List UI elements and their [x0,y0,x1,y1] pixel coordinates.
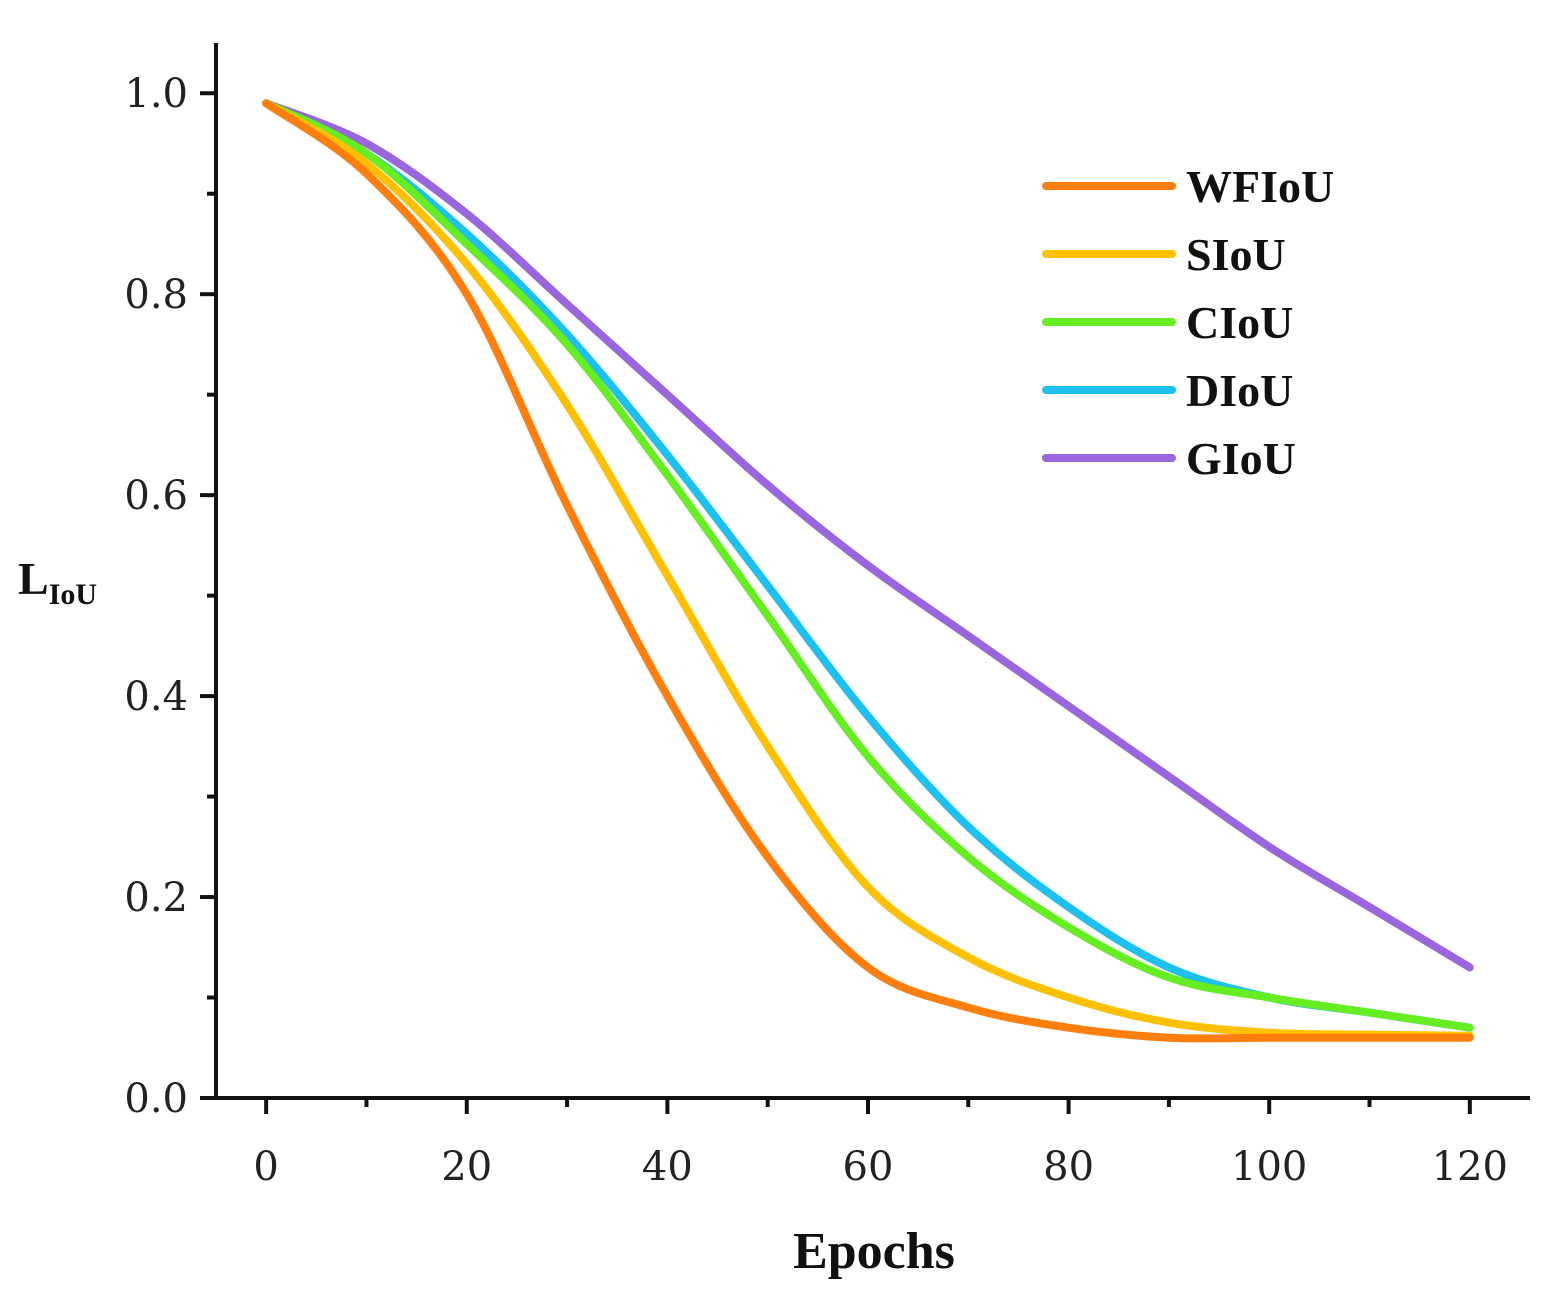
x-tick-label: 40 [642,1144,693,1190]
legend-label-giou: GIoU [1186,433,1296,484]
x-tick-label: 100 [1231,1144,1307,1190]
y-tick-label: 0.6 [124,473,188,519]
y-axis-ticks: 0.0 0.2 0.4 0.6 0.8 1.0 [124,71,216,1122]
legend-label-siou: SIoU [1186,229,1286,280]
x-tick-label: 120 [1432,1144,1508,1190]
y-tick-label: 0.2 [124,875,188,921]
y-axis-title-main: L [18,553,49,604]
series-line-ciou [262,99,1474,1032]
y-tick-label: 0.4 [124,674,188,720]
x-tick-label: 20 [441,1144,492,1190]
series-line-wfiou [262,99,1474,1043]
legend-label-ciou: CIoU [1186,297,1293,348]
x-axis-ticks: 0 20 40 60 80 100 120 [253,1098,1508,1190]
series-line-siou [262,99,1474,1040]
series-line-giou [262,99,1474,972]
legend: WFIoU SIoU CIoU DIoU GIoU [1042,161,1334,484]
x-axis-title: Epochs [793,1223,955,1280]
series-lines [262,99,1474,1043]
x-tick-label: 0 [253,1144,278,1190]
y-axis-title: LIoU [18,553,97,611]
y-tick-label: 1.0 [124,71,188,117]
y-axis-title-subscript: IoU [49,578,97,611]
x-tick-label: 80 [1043,1144,1094,1190]
y-tick-label: 0.8 [124,272,188,318]
legend-label-wfiou: WFIoU [1186,161,1334,212]
legend-label-diou: DIoU [1186,365,1293,416]
y-tick-label: 0.0 [124,1076,188,1122]
x-tick-label: 60 [843,1144,894,1190]
